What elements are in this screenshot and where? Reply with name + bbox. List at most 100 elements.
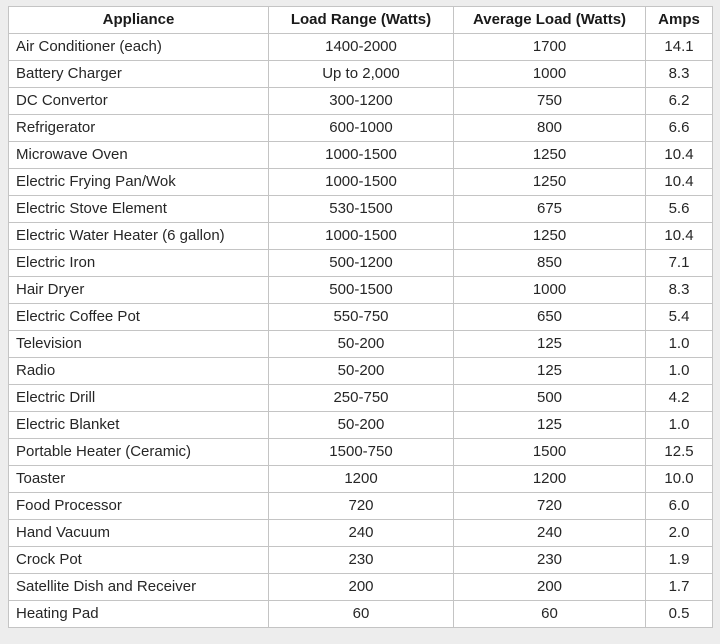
amps-cell: 5.6 xyxy=(645,195,713,223)
load-range-cell: 240 xyxy=(268,519,454,547)
table-row: Food Processor 720 720 6.0 xyxy=(8,492,713,520)
table-row: Air Conditioner (each) 1400-2000 1700 14.1 xyxy=(8,33,713,61)
table-body: Air Conditioner (each) 1400-2000 1700 14.1 B… xyxy=(8,33,713,628)
amps-cell: 10.4 xyxy=(645,222,713,250)
average-load-cell: 1250 xyxy=(453,222,646,250)
load-range-cell: 1000-1500 xyxy=(268,168,454,196)
load-range-cell: 60 xyxy=(268,600,454,628)
amps-cell: 14.1 xyxy=(645,33,713,61)
appliance-cell: Heating Pad xyxy=(8,600,269,628)
table-row: Microwave Oven 1000-1500 1250 10.4 xyxy=(8,141,713,169)
table-header: Appliance Load Range (Watts) Average Load … xyxy=(8,6,713,34)
amps-cell: 1.0 xyxy=(645,330,713,358)
amps-cell: 1.0 xyxy=(645,411,713,439)
table-row: Battery Charger Up to 2,000 1000 8.3 xyxy=(8,60,713,88)
load-range-cell: 600-1000 xyxy=(268,114,454,142)
average-load-cell: 230 xyxy=(453,546,646,574)
appliance-cell: Television xyxy=(8,330,269,358)
average-load-cell: 1000 xyxy=(453,60,646,88)
appliance-cell: Electric Blanket xyxy=(8,411,269,439)
amps-cell: 6.0 xyxy=(645,492,713,520)
load-range-cell: 1500-750 xyxy=(268,438,454,466)
average-load-cell: 125 xyxy=(453,411,646,439)
amps-cell: 10.4 xyxy=(645,168,713,196)
average-load-cell: 1700 xyxy=(453,33,646,61)
appliance-cell: Toaster xyxy=(8,465,269,493)
load-range-cell: 530-1500 xyxy=(268,195,454,223)
appliance-cell: Electric Iron xyxy=(8,249,269,277)
load-range-cell: 50-200 xyxy=(268,357,454,385)
appliance-cell: Electric Frying Pan/Wok xyxy=(8,168,269,196)
amps-cell: 2.0 xyxy=(645,519,713,547)
average-load-cell: 60 xyxy=(453,600,646,628)
load-range-cell: 200 xyxy=(268,573,454,601)
amps-cell: 8.3 xyxy=(645,60,713,88)
table-row: Electric Stove Element 530-1500 675 5.6 xyxy=(8,195,713,223)
load-range-cell: 230 xyxy=(268,546,454,574)
page: Appliance Load Range (Watts) Average Load … xyxy=(8,6,713,628)
amps-cell: 1.7 xyxy=(645,573,713,601)
appliance-cell: Electric Stove Element xyxy=(8,195,269,223)
amps-cell: 4.2 xyxy=(645,384,713,412)
load-range-cell: 1400-2000 xyxy=(268,33,454,61)
table-row: Electric Drill 250-750 500 4.2 xyxy=(8,384,713,412)
appliance-cell: Air Conditioner (each) xyxy=(8,33,269,61)
amps-cell: 10.0 xyxy=(645,465,713,493)
load-range-cell: 300-1200 xyxy=(268,87,454,115)
appliance-cell: Electric Water Heater (6 gallon) xyxy=(8,222,269,250)
table-row: Electric Blanket 50-200 125 1.0 xyxy=(8,411,713,439)
average-load-cell: 1250 xyxy=(453,168,646,196)
column-header-average-load: Average Load (Watts) xyxy=(453,6,646,34)
column-header-amps: Amps xyxy=(645,6,713,34)
load-range-cell: 250-750 xyxy=(268,384,454,412)
column-header-appliance: Appliance xyxy=(8,6,269,34)
average-load-cell: 675 xyxy=(453,195,646,223)
header-row: Appliance Load Range (Watts) Average Load … xyxy=(8,6,713,34)
table-row: Toaster 1200 1200 10.0 xyxy=(8,465,713,493)
average-load-cell: 800 xyxy=(453,114,646,142)
appliance-cell: Hand Vacuum xyxy=(8,519,269,547)
table-row: Electric Iron 500-1200 850 7.1 xyxy=(8,249,713,277)
table-row: Television 50-200 125 1.0 xyxy=(8,330,713,358)
average-load-cell: 1000 xyxy=(453,276,646,304)
table-row: Crock Pot 230 230 1.9 xyxy=(8,546,713,574)
load-range-cell: 500-1200 xyxy=(268,249,454,277)
load-range-cell: 550-750 xyxy=(268,303,454,331)
load-range-cell: 50-200 xyxy=(268,411,454,439)
average-load-cell: 1200 xyxy=(453,465,646,493)
load-range-cell: 50-200 xyxy=(268,330,454,358)
average-load-cell: 750 xyxy=(453,87,646,115)
average-load-cell: 125 xyxy=(453,330,646,358)
average-load-cell: 1500 xyxy=(453,438,646,466)
appliance-cell: Microwave Oven xyxy=(8,141,269,169)
table-row: Refrigerator 600-1000 800 6.6 xyxy=(8,114,713,142)
table-row: Radio 50-200 125 1.0 xyxy=(8,357,713,385)
amps-cell: 1.0 xyxy=(645,357,713,385)
load-range-cell: 1000-1500 xyxy=(268,222,454,250)
appliance-cell: DC Convertor xyxy=(8,87,269,115)
average-load-cell: 200 xyxy=(453,573,646,601)
appliance-cell: Refrigerator xyxy=(8,114,269,142)
amps-cell: 5.4 xyxy=(645,303,713,331)
average-load-cell: 650 xyxy=(453,303,646,331)
amps-cell: 10.4 xyxy=(645,141,713,169)
average-load-cell: 850 xyxy=(453,249,646,277)
load-range-cell: Up to 2,000 xyxy=(268,60,454,88)
load-range-cell: 720 xyxy=(268,492,454,520)
appliance-load-table: Appliance Load Range (Watts) Average Load … xyxy=(8,6,713,628)
table-row: DC Convertor 300-1200 750 6.2 xyxy=(8,87,713,115)
average-load-cell: 125 xyxy=(453,357,646,385)
appliance-cell: Hair Dryer xyxy=(8,276,269,304)
appliance-cell: Satellite Dish and Receiver xyxy=(8,573,269,601)
amps-cell: 8.3 xyxy=(645,276,713,304)
appliance-cell: Electric Coffee Pot xyxy=(8,303,269,331)
amps-cell: 6.2 xyxy=(645,87,713,115)
appliance-cell: Battery Charger xyxy=(8,60,269,88)
amps-cell: 12.5 xyxy=(645,438,713,466)
table-row: Satellite Dish and Receiver 200 200 1.7 xyxy=(8,573,713,601)
load-range-cell: 1200 xyxy=(268,465,454,493)
table-row: Electric Frying Pan/Wok 1000-1500 1250 10.4 xyxy=(8,168,713,196)
amps-cell: 6.6 xyxy=(645,114,713,142)
amps-cell: 7.1 xyxy=(645,249,713,277)
appliance-cell: Food Processor xyxy=(8,492,269,520)
